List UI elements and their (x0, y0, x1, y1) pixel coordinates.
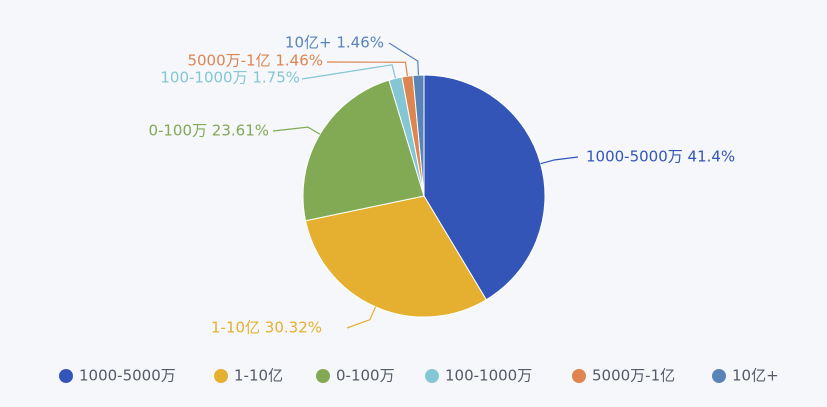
legend: 1000-5000万 1-10亿 0-100万 100-1000万 5000万-1亿 10… (59, 367, 779, 385)
legend-swatch-1 (59, 369, 73, 383)
legend-item-4[interactable]: 100-1000万 (425, 367, 532, 385)
legend-label-2: 1-10亿 (234, 367, 283, 385)
pie-label-leaders (272, 42, 579, 329)
pie-labels: 1000-5000万 41.4% 1-10亿 30.32% 0-100万 23.61… (148, 34, 735, 337)
slice-2[interactable] (304, 195, 487, 318)
legend-item-1[interactable]: 1000-5000万 (59, 367, 176, 385)
legend-label-6: 10亿+ (732, 367, 779, 385)
leader-line-2 (346, 306, 377, 329)
slice-label-6: 10亿+ 1.46% (285, 34, 384, 52)
legend-label-3: 0-100万 (336, 367, 395, 385)
legend-swatch-3 (316, 369, 330, 383)
slice-label-1: 1000-5000万 41.4% (586, 148, 735, 166)
leader-line-6 (388, 42, 420, 76)
leader-line-1 (540, 156, 579, 165)
legend-label-4: 100-1000万 (445, 367, 532, 385)
slice-label-5: 5000万-1亿 1.46% (187, 52, 323, 70)
slice-label-4: 100-1000万 1.75% (160, 69, 300, 87)
leader-line-5 (326, 61, 408, 77)
slice-label-3: 0-100万 23.61% (148, 122, 269, 140)
slice-label-2: 1-10亿 30.32% (211, 319, 322, 337)
legend-item-6[interactable]: 10亿+ (712, 367, 779, 385)
legend-swatch-5 (572, 369, 586, 383)
legend-label-1: 1000-5000万 (79, 367, 176, 385)
legend-item-5[interactable]: 5000万-1亿 (572, 367, 675, 385)
leader-line-3 (272, 126, 321, 135)
slice-1[interactable] (423, 74, 546, 301)
legend-label-5: 5000万-1亿 (592, 367, 675, 385)
legend-swatch-6 (712, 369, 726, 383)
legend-swatch-2 (214, 369, 228, 383)
legend-item-2[interactable]: 1-10亿 (214, 367, 283, 385)
pie-slices (302, 74, 546, 318)
legend-item-3[interactable]: 0-100万 (316, 367, 395, 385)
leader-line-4 (301, 64, 397, 80)
legend-swatch-4 (425, 369, 439, 383)
